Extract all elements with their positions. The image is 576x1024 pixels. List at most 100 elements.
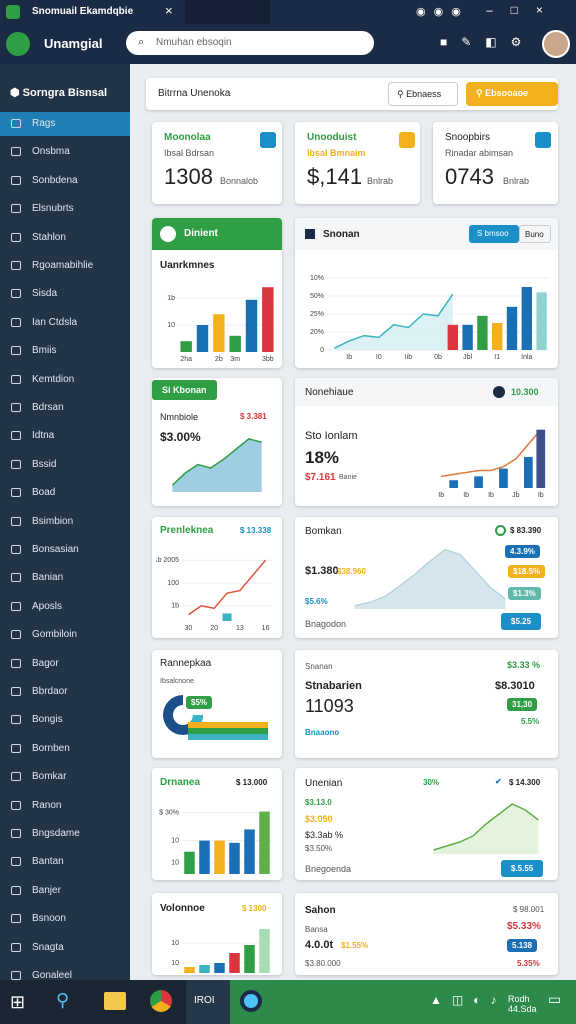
sidebar-item[interactable]: Bsimbion	[0, 510, 130, 534]
logo	[6, 32, 30, 56]
panel: Drnanea $ 13.000 $ 30% 10 10	[152, 768, 282, 880]
stat-value: $,141	[307, 164, 363, 189]
toolbar-button[interactable]: ⚲ Ebnaess	[388, 82, 458, 106]
sidebar-item[interactable]: Elsnubrts	[0, 197, 130, 221]
sidebar-item[interactable]: Rgoamabihlie	[0, 254, 130, 278]
panel-delta: $ 13.338	[240, 526, 272, 535]
sidebar-item[interactable]: Bbrdaor	[0, 680, 130, 704]
sidebar-item[interactable]: Boad	[0, 481, 130, 505]
sidebar-item[interactable]: Bsnoon	[0, 907, 130, 931]
app-header: Unamgial ⌕ Nmuhan ebsoqin ■✎◧⚙	[0, 24, 576, 64]
sidebar-label: Gombiloin	[32, 629, 78, 641]
bar	[523, 456, 533, 488]
x-tick-label: 0b	[434, 354, 442, 361]
sidebar-icon	[11, 289, 21, 299]
area	[172, 438, 262, 492]
sidebar-item[interactable]: Rags	[0, 112, 130, 136]
pinned-app[interactable]	[240, 990, 262, 1012]
y-tick-label: 10	[171, 860, 179, 867]
x-tick-label: I1	[494, 354, 500, 361]
sidebar-icon	[11, 374, 21, 384]
sidebar-label: Elsnubrts	[32, 203, 74, 215]
window-controls[interactable]: –□×	[486, 3, 561, 17]
notifications[interactable]: ▭	[548, 991, 562, 1007]
x-tick-label: 2b	[215, 356, 223, 363]
header-icons[interactable]: ■✎◧⚙	[440, 35, 536, 49]
panel-link[interactable]: Bnaaono	[305, 728, 340, 737]
panel-button[interactable]: $5.25	[501, 613, 542, 630]
sidebar-label: Stahlon	[32, 231, 66, 243]
bar-chart: $ 30% 10 10	[156, 792, 274, 876]
panel-badge: $ 83.390	[510, 526, 542, 535]
window-icons[interactable]: ◉◉◉	[416, 6, 469, 18]
sidebar-item[interactable]: Bssid	[0, 453, 130, 477]
sidebar-label: Bsimbion	[32, 515, 74, 527]
sidebar-item[interactable]: Banian	[0, 566, 130, 590]
chart-canvas	[433, 803, 539, 854]
sidebar: ⬢ Sorngra Bisnsal Rags Onsbma Sonbdena Elsn…	[0, 64, 130, 981]
sidebar-label: Ranon	[32, 799, 62, 811]
chart-canvas: Ib Ib Ib Jb Ib	[438, 429, 546, 499]
sidebar-item[interactable]: Snagta	[0, 936, 130, 960]
sidebar-item[interactable]: Onsbma	[0, 140, 130, 164]
sidebar-label: Bmiis	[32, 345, 57, 357]
x-tick-label: Iib	[405, 354, 413, 361]
avatar[interactable]	[542, 30, 570, 58]
sidebar-icon	[11, 175, 21, 185]
sidebar-item[interactable]: Bornben	[0, 737, 130, 761]
sidebar-item[interactable]: Gonaleel	[0, 964, 130, 988]
toolbar-primary[interactable]: ⚲ Ebsooaoe	[466, 82, 558, 106]
y-tick-label: $ 30%	[159, 810, 179, 817]
sidebar-item[interactable]: Bantan	[0, 850, 130, 874]
metric: 5.5%	[521, 717, 540, 726]
search-box[interactable]: ⌕ Nmuhan ebsoqin	[126, 31, 374, 55]
sidebar-item[interactable]: Sonbdena	[0, 169, 130, 193]
panel-icon	[305, 229, 315, 239]
sidebar-icon	[11, 658, 21, 668]
sidebar-icon	[11, 715, 21, 725]
sidebar-item[interactable]: Ian Ctdsla	[0, 311, 130, 335]
sidebar-item[interactable]: Bdrsan	[0, 396, 130, 420]
sidebar-item[interactable]: Bomkar	[0, 765, 130, 789]
sidebar-item[interactable]: Bonsasian	[0, 538, 130, 562]
sidebar-icon	[11, 516, 21, 526]
tab-close[interactable]: ×	[165, 3, 173, 18]
tab[interactable]: Buno	[519, 225, 551, 243]
sidebar-item[interactable]: Bagor	[0, 652, 130, 676]
panel-title: Sahon	[305, 905, 336, 916]
panel-title: Nmnbiole	[160, 412, 199, 422]
browser-app[interactable]	[150, 990, 172, 1012]
panel-button[interactable]: $.5.55	[501, 860, 544, 877]
toolbar-primary-text: Ebsooaoe	[485, 88, 529, 98]
sidebar-item[interactable]: Idtna	[0, 424, 130, 448]
panel-header: Dinient	[152, 218, 282, 250]
stat-subtitle: Ibsal Bmnaim	[307, 148, 366, 158]
sidebar-item[interactable]: Gombiloin	[0, 623, 130, 647]
sidebar-icon	[11, 772, 21, 782]
folder-app[interactable]	[104, 992, 126, 1010]
active-app[interactable]: IROI	[186, 980, 230, 1024]
sidebar-item[interactable]: Bmiis	[0, 339, 130, 363]
x-tick-label: 16	[262, 625, 270, 632]
tab[interactable]: S bmsoo	[469, 225, 519, 243]
y-tick-label: 100	[167, 580, 179, 587]
start-button[interactable]: ⊞	[10, 992, 26, 1012]
tray-icons[interactable]: ▲◫◐♪	[430, 993, 507, 1007]
sidebar-item[interactable]: Banjer	[0, 879, 130, 903]
sidebar-icon	[11, 403, 21, 412]
sidebar-item[interactable]: Bongis	[0, 708, 130, 732]
y-tick-label: 1b 2005	[156, 557, 179, 564]
sidebar-item[interactable]: Kemtdion	[0, 368, 130, 392]
panel-line: 4.0.0t	[305, 939, 334, 951]
sidebar-item[interactable]: Aposls	[0, 595, 130, 619]
sidebar-item[interactable]: Stahlon	[0, 226, 130, 250]
sidebar-item[interactable]: Sisda	[0, 282, 130, 306]
sidebar-label: Boad	[32, 487, 56, 499]
search-button[interactable]: ⚲	[56, 990, 70, 1010]
sidebar-icon	[11, 885, 21, 895]
panel-value: 18%	[305, 448, 340, 467]
sidebar-item[interactable]: Bngsdame	[0, 822, 130, 846]
stat-card: Unooduist Ibsal Bmnaim $,141 Bnlrab	[295, 122, 420, 204]
sidebar-item[interactable]: Ranon	[0, 794, 130, 818]
panel-line: $3.50%	[305, 844, 333, 853]
